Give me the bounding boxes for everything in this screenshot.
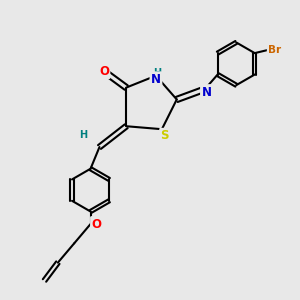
Text: S: S	[160, 129, 169, 142]
Text: N: N	[202, 85, 212, 98]
Text: O: O	[99, 65, 109, 78]
Text: H: H	[79, 130, 87, 140]
Text: Br: Br	[268, 44, 281, 55]
Text: H: H	[153, 68, 161, 78]
Text: N: N	[151, 73, 161, 86]
Text: O: O	[92, 218, 101, 230]
